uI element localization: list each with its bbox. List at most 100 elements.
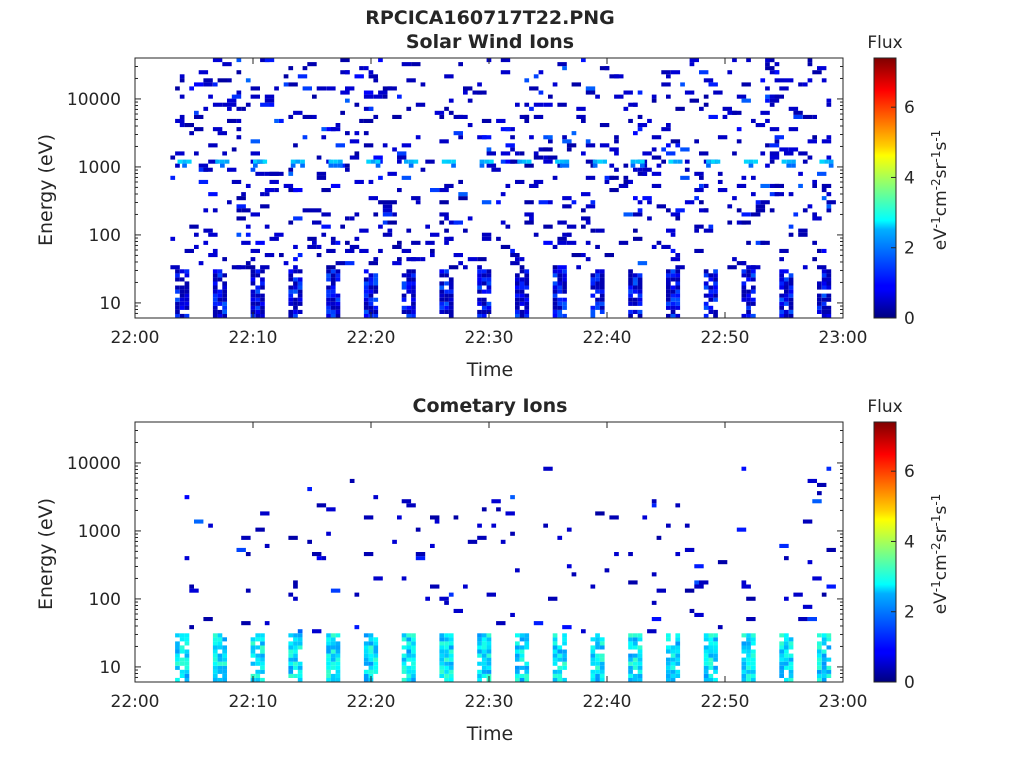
data-cell xyxy=(288,673,294,678)
data-cell xyxy=(751,289,756,294)
data-cell xyxy=(222,62,232,67)
data-cell xyxy=(373,114,379,119)
data-cell xyxy=(623,212,633,217)
x-tick-label: 22:20 xyxy=(347,328,396,348)
data-cell xyxy=(375,159,381,164)
data-cell xyxy=(264,58,275,63)
data-cell xyxy=(788,293,794,298)
data-cell xyxy=(368,70,374,75)
data-cell xyxy=(689,608,695,613)
data-cell xyxy=(307,62,317,67)
data-cell xyxy=(236,58,242,63)
data-cell xyxy=(741,261,747,266)
data-cell xyxy=(675,645,681,650)
data-cell xyxy=(368,633,374,638)
data-cell xyxy=(236,265,246,270)
data-cell xyxy=(675,301,681,306)
data-cell xyxy=(354,102,360,107)
data-cell xyxy=(382,232,393,237)
data-cell xyxy=(566,240,577,245)
data-cell xyxy=(751,637,756,642)
data-cell xyxy=(779,645,784,650)
data-cell xyxy=(515,289,520,294)
data-cell xyxy=(774,135,784,140)
data-cell xyxy=(713,273,718,278)
data-cell xyxy=(439,633,445,638)
data-cell xyxy=(821,669,827,674)
data-cell xyxy=(340,224,345,229)
x-tick-label: 22:00 xyxy=(111,328,160,348)
data-cell xyxy=(812,135,817,140)
data-cell xyxy=(288,269,294,274)
data-cell xyxy=(288,167,294,172)
data-cell xyxy=(637,277,643,282)
data-cell xyxy=(411,313,416,318)
data-cell xyxy=(241,208,251,213)
data-cell xyxy=(821,649,827,654)
data-cell xyxy=(368,179,374,184)
data-cell xyxy=(713,269,718,274)
data-cell xyxy=(175,313,180,318)
data-cell xyxy=(585,86,596,91)
data-cell xyxy=(222,285,227,290)
data-cell xyxy=(430,543,435,548)
data-cell xyxy=(515,257,520,262)
data-cell xyxy=(637,261,648,266)
data-cell xyxy=(559,163,565,168)
data-cell xyxy=(595,281,600,286)
data-cell xyxy=(642,196,652,201)
data-cell xyxy=(444,661,449,666)
data-cell xyxy=(713,277,718,282)
data-cell xyxy=(477,653,482,658)
data-cell xyxy=(592,159,598,164)
data-cell xyxy=(788,305,794,310)
data-cell xyxy=(330,313,336,318)
data-cell xyxy=(708,653,714,658)
data-cell xyxy=(415,135,421,140)
data-cell xyxy=(182,159,187,164)
data-cell xyxy=(826,155,832,160)
data-cell xyxy=(373,277,379,282)
data-cell xyxy=(510,495,515,500)
data-cell xyxy=(486,641,492,646)
data-cell xyxy=(557,163,563,168)
data-cell xyxy=(784,657,789,662)
data-cell xyxy=(741,677,747,682)
data-cell xyxy=(439,661,445,666)
data-cell xyxy=(774,70,780,75)
data-cell xyxy=(779,269,784,274)
data-cell xyxy=(505,183,511,188)
data-cell xyxy=(179,649,185,654)
data-cell xyxy=(368,281,374,286)
data-cell xyxy=(373,289,379,294)
data-cell xyxy=(208,94,213,99)
data-cell xyxy=(637,167,643,172)
data-cell xyxy=(524,309,530,314)
data-cell xyxy=(519,257,525,262)
data-cell xyxy=(566,143,577,148)
data-cell xyxy=(326,665,331,670)
data-cell xyxy=(392,539,397,544)
data-cell xyxy=(198,163,209,168)
data-cell xyxy=(479,159,485,164)
data-cell xyxy=(821,277,827,282)
data-cell xyxy=(297,301,303,306)
data-cell xyxy=(628,285,633,290)
data-cell xyxy=(519,297,525,302)
data-cell xyxy=(708,645,714,650)
data-cell xyxy=(675,673,681,678)
data-cell xyxy=(651,147,657,152)
data-cell xyxy=(571,253,581,258)
data-cell xyxy=(430,188,440,193)
data-cell xyxy=(382,212,393,217)
data-cell xyxy=(817,285,822,290)
data-cell xyxy=(779,257,784,262)
data-cell xyxy=(444,665,449,670)
data-cell xyxy=(194,110,199,115)
data-cell xyxy=(788,309,794,314)
data-cell xyxy=(363,313,369,318)
data-cell xyxy=(373,645,379,650)
data-cell xyxy=(481,269,487,274)
data-cell xyxy=(760,183,770,188)
data-cell xyxy=(175,277,180,282)
